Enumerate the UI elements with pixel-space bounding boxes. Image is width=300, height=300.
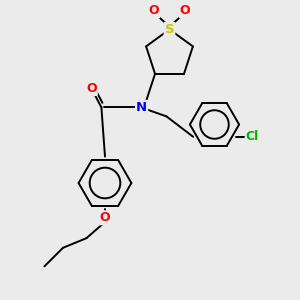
- Text: O: O: [100, 211, 110, 224]
- Text: S: S: [165, 23, 174, 36]
- Text: O: O: [86, 82, 97, 95]
- Text: O: O: [180, 4, 190, 17]
- Text: O: O: [148, 4, 159, 17]
- Text: N: N: [136, 101, 147, 114]
- Text: Cl: Cl: [246, 130, 259, 143]
